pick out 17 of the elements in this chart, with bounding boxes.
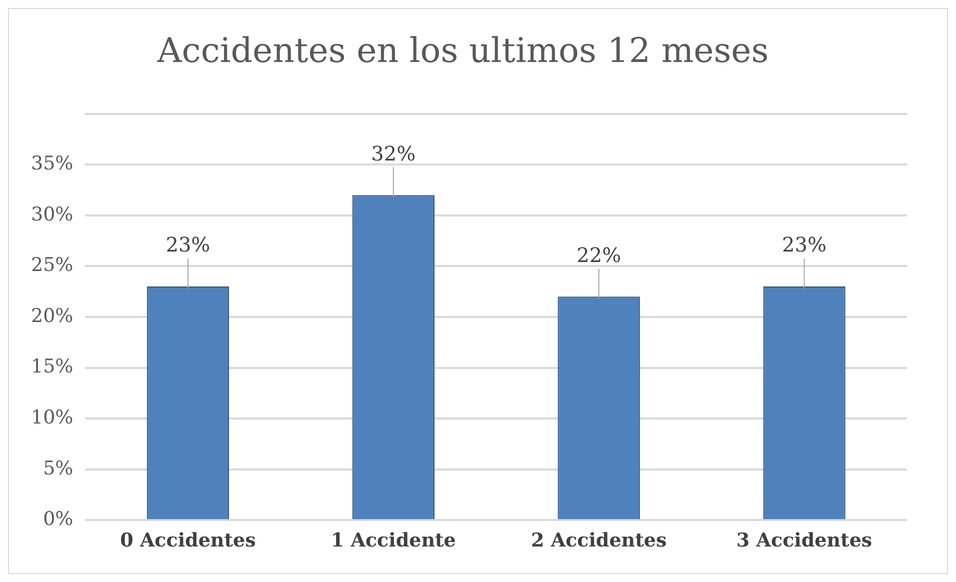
y-tick-label: 20% [30, 304, 74, 327]
y-tick-label: 0% [43, 508, 74, 530]
chart-title: Accidentes en los ultimos 12 meses [156, 31, 769, 72]
x-tick-label: 2 Accidentes [530, 530, 667, 552]
data-label: 23% [782, 232, 827, 257]
data-label: 23% [166, 232, 210, 257]
y-tick-label: 10% [30, 406, 74, 429]
x-tick-label: 0 Accidentes [120, 530, 256, 552]
y-tick-label: 25% [30, 254, 74, 276]
y-tick-label: 5% [43, 457, 74, 480]
y-tick-label: 30% [30, 203, 74, 226]
y-tick-label: 15% [30, 356, 74, 378]
data-label: 32% [371, 141, 416, 166]
x-tick-label: 1 Accidente [330, 530, 456, 552]
x-tick-label: 3 Accidentes [736, 530, 872, 552]
data-label: 22% [576, 242, 622, 267]
y-tick-label: 35% [30, 152, 74, 175]
